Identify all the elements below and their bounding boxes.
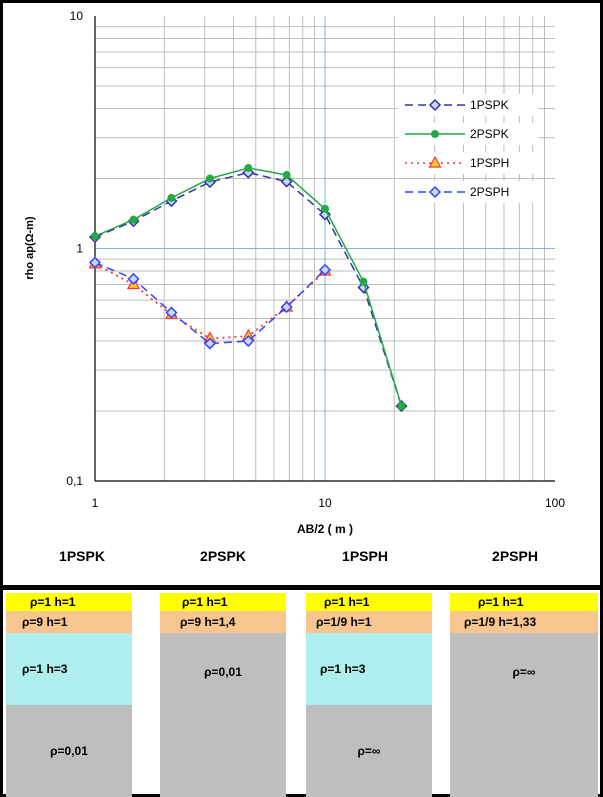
series-line xyxy=(94,171,403,407)
model-column-2pspk: ρ=1 h=1 ρ=9 h=1,4 ρ=0,01 xyxy=(160,590,286,797)
data-point xyxy=(318,263,332,276)
data-point xyxy=(321,204,329,213)
series-2PSPK xyxy=(91,163,406,411)
legend-bg xyxy=(398,94,538,116)
layer-1: ρ=1 h=1 xyxy=(450,593,598,611)
layer-4: ρ=0,01 xyxy=(6,705,132,797)
legend-bg xyxy=(398,152,538,174)
layer-1: ρ=1 h=1 xyxy=(306,593,432,611)
data-point xyxy=(242,334,255,348)
legend-label: 2PSPH xyxy=(470,185,509,199)
layer-3: ρ=0,01 xyxy=(160,633,286,797)
data-point xyxy=(359,277,368,286)
x-tick-label: 100 xyxy=(545,496,565,510)
resistivity-chart: 1 10 100 0,1 1 10 1PSPK 2PSPK 1PSPH 2PSPH xyxy=(66,9,565,510)
data-point xyxy=(129,215,138,224)
legend-label: 1PSPK xyxy=(470,98,509,112)
data-point xyxy=(280,175,293,188)
legend-swatch-marker xyxy=(428,155,442,168)
data-point xyxy=(203,337,216,350)
legend-label: 2PSPK xyxy=(470,127,509,141)
data-point xyxy=(397,402,406,411)
model-title-2pspk: 2PSPK xyxy=(200,548,246,564)
y-tick-label: 0,1 xyxy=(66,474,83,488)
chart-ticks: 1 10 100 0,1 1 10 xyxy=(66,9,565,510)
legend-swatch-marker xyxy=(428,98,442,112)
chart-series xyxy=(88,163,408,413)
legend-label: 1PSPH xyxy=(470,156,509,170)
x-tick-label: 10 xyxy=(318,496,332,510)
layer-4: ρ=∞ xyxy=(306,705,432,797)
data-point xyxy=(91,232,99,241)
legend-bg xyxy=(398,123,538,145)
layer-3: ρ=∞ xyxy=(450,633,598,797)
layer-2: ρ=9 h=1,4 xyxy=(160,611,286,633)
data-point xyxy=(127,272,140,285)
y-tick-label: 1 xyxy=(76,242,83,256)
data-point xyxy=(167,193,176,202)
data-point xyxy=(88,256,102,269)
model-title-1psph: 1PSPH xyxy=(342,548,388,564)
layer-3: ρ=1 h=3 xyxy=(306,633,432,705)
data-point xyxy=(282,171,291,180)
data-point xyxy=(205,174,214,183)
x-tick-label: 1 xyxy=(92,496,99,510)
legend-swatch-marker xyxy=(431,130,439,138)
data-point xyxy=(165,306,178,319)
layer-3: ρ=1 h=3 xyxy=(6,633,132,705)
model-column-1psph: ρ=1 h=1 ρ=1/9 h=1 ρ=1 h=3 ρ=∞ xyxy=(306,590,432,797)
data-point xyxy=(244,163,253,172)
layer-2: ρ=1/9 h=1 xyxy=(306,611,432,633)
y-tick-label: 10 xyxy=(70,9,84,23)
layer-1: ρ=1 h=1 xyxy=(160,593,286,611)
layer-1: ρ=1 h=1 xyxy=(6,593,132,611)
layer-2: ρ=9 h=1 xyxy=(6,611,132,633)
x-axis-label: AB/2 ( m ) xyxy=(296,522,353,536)
legend-bg xyxy=(398,181,538,203)
chart-legend: 1PSPK 2PSPK 1PSPH 2PSPH xyxy=(398,94,538,203)
legend-swatch-marker xyxy=(428,185,442,199)
model-title-1pspk: 1PSPK xyxy=(59,548,105,564)
model-column-1pspk: ρ=1 h=1 ρ=9 h=1 ρ=1 h=3 ρ=0,01 xyxy=(6,590,132,797)
chart-grid xyxy=(94,16,555,482)
series-2PSPH xyxy=(88,256,332,350)
model-column-2psph: ρ=1 h=1 ρ=1/9 h=1,33 ρ=∞ xyxy=(450,590,598,797)
section-divider xyxy=(0,585,603,590)
y-axis-label: rho ap(Ω-m) xyxy=(24,216,36,280)
model-title-2psph: 2PSPH xyxy=(492,548,538,564)
data-point xyxy=(280,300,293,314)
layer-2: ρ=1/9 h=1,33 xyxy=(450,611,598,633)
